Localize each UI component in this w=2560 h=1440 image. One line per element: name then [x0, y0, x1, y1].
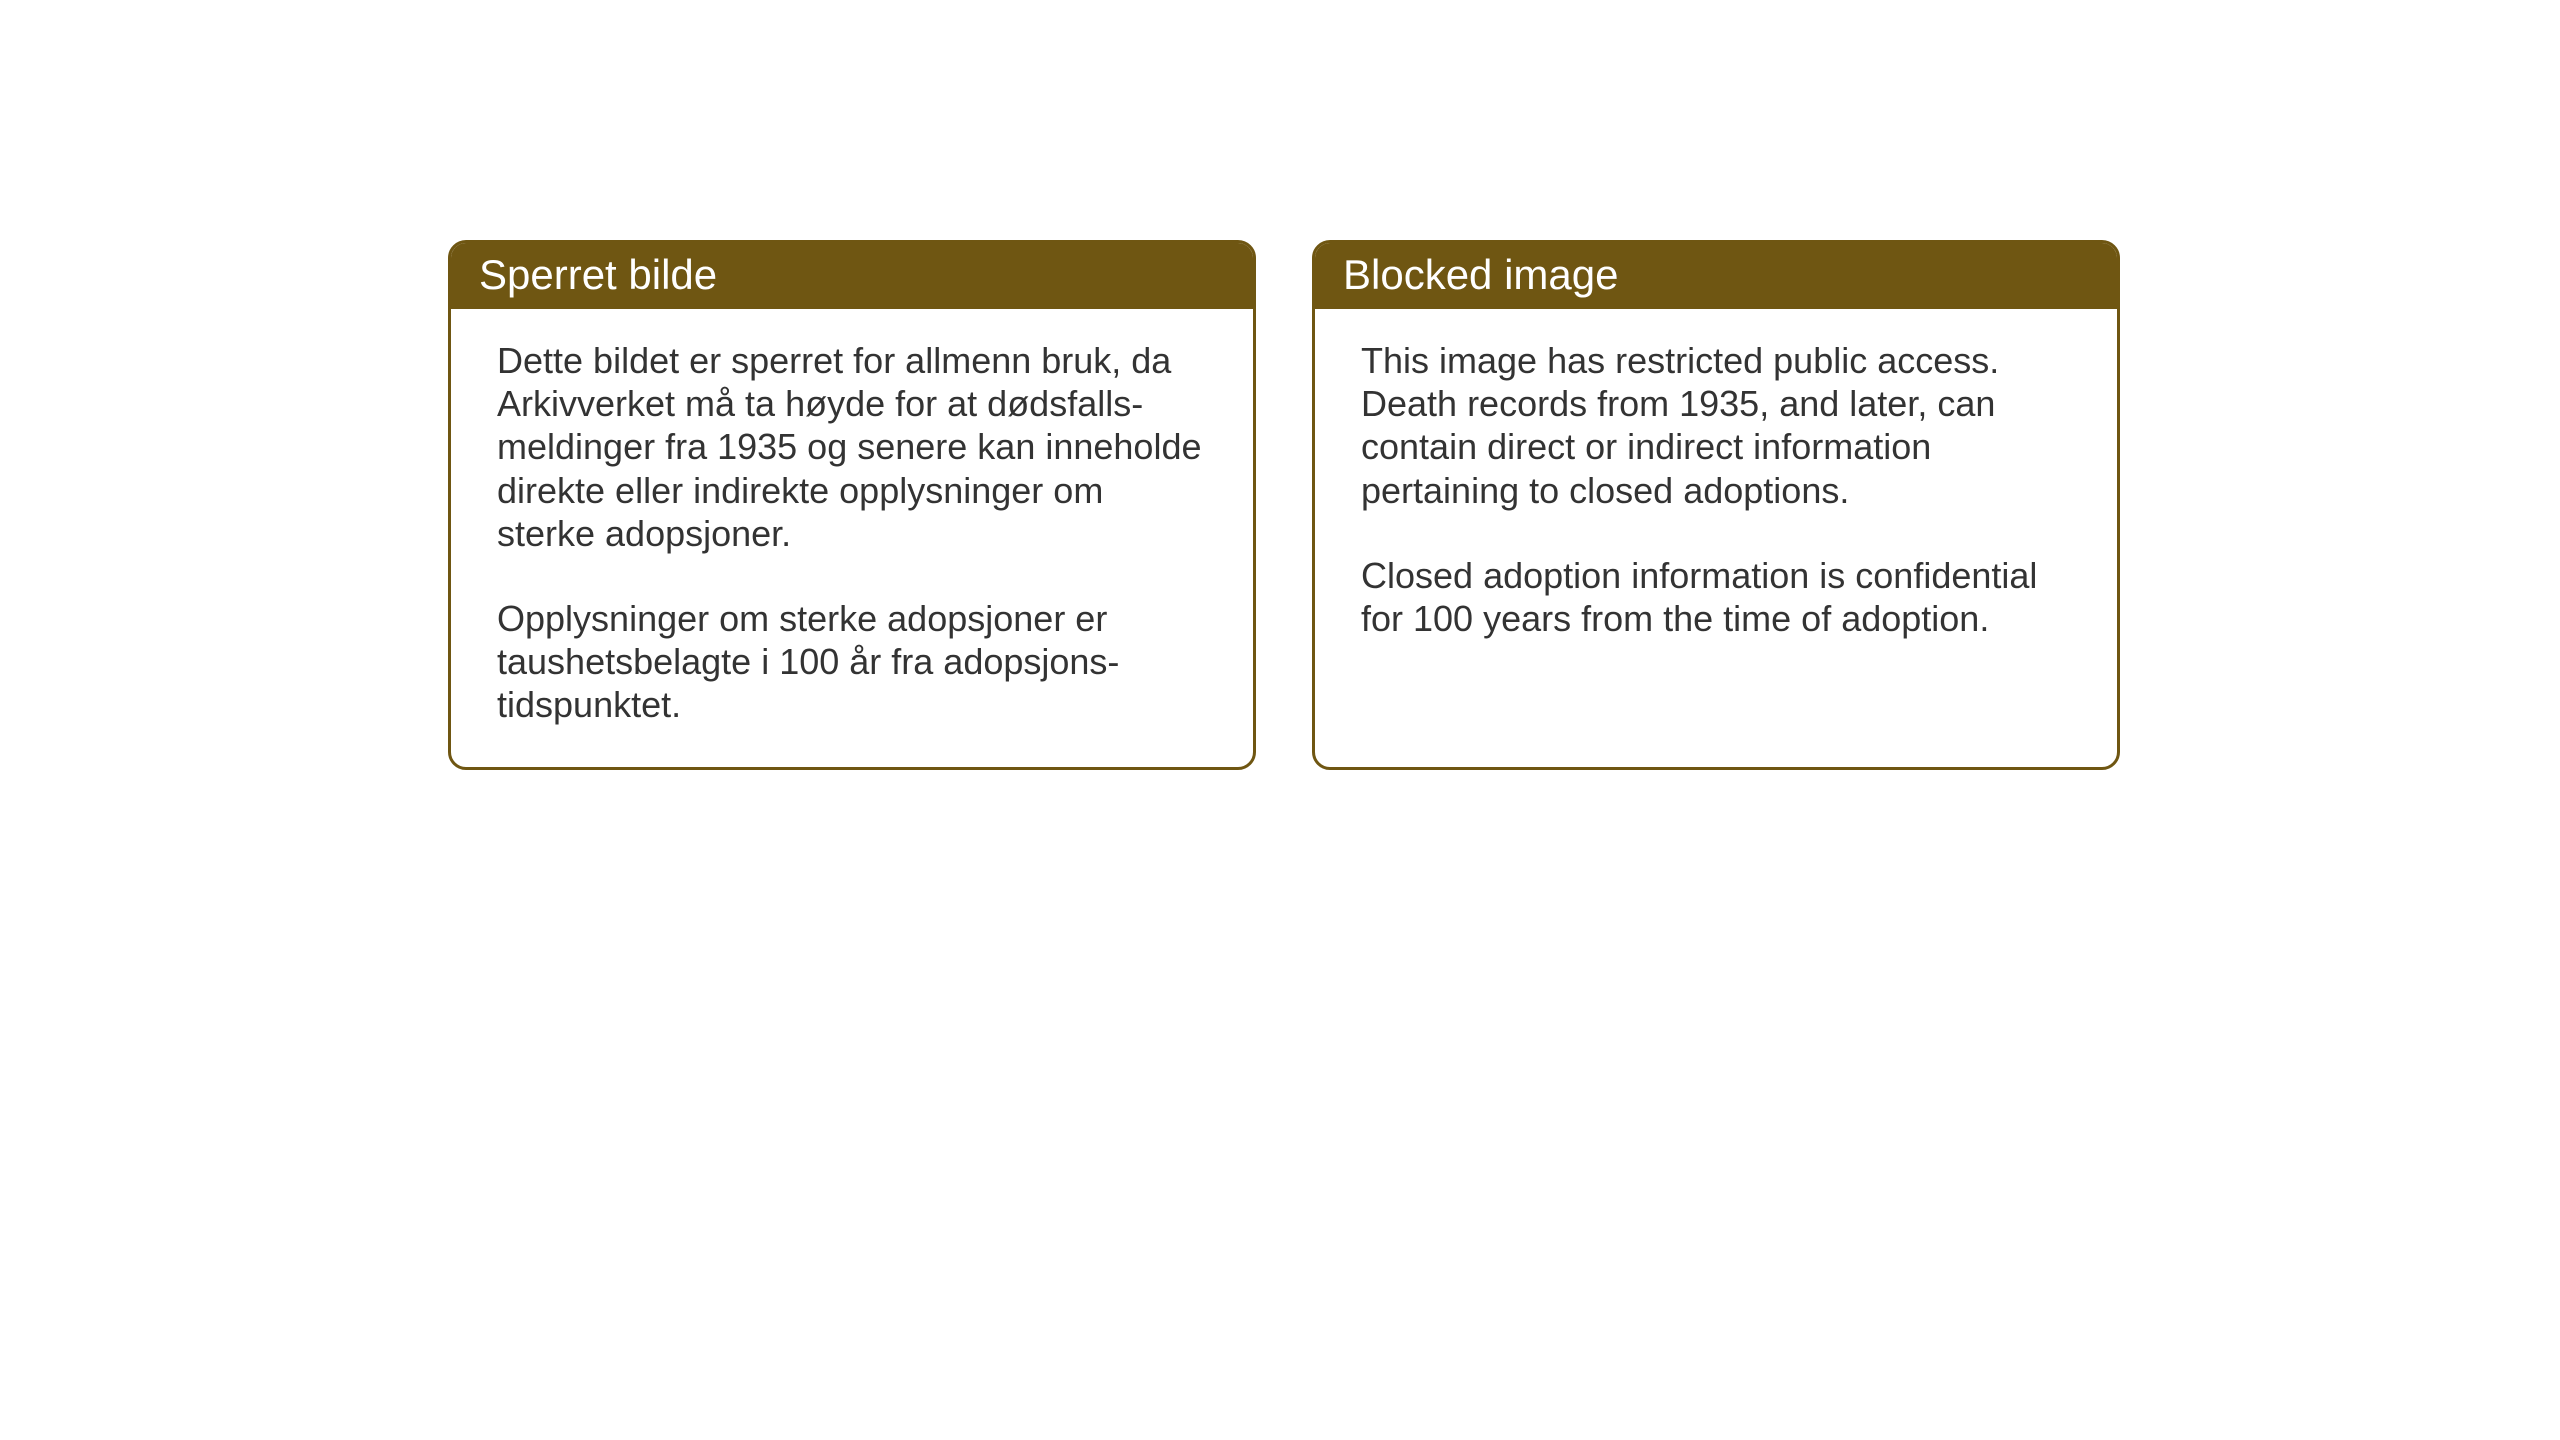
- card-paragraph-norwegian-1: Dette bildet er sperret for allmenn bruk…: [497, 339, 1207, 555]
- card-paragraph-english-2: Closed adoption information is confident…: [1361, 554, 2071, 640]
- card-title-norwegian: Sperret bilde: [479, 251, 717, 298]
- notice-card-norwegian: Sperret bilde Dette bildet er sperret fo…: [448, 240, 1256, 770]
- card-paragraph-norwegian-2: Opplysninger om sterke adopsjoner er tau…: [497, 597, 1207, 727]
- card-title-english: Blocked image: [1343, 251, 1618, 298]
- card-body-english: This image has restricted public access.…: [1315, 309, 2117, 749]
- notice-card-english: Blocked image This image has restricted …: [1312, 240, 2120, 770]
- card-header-norwegian: Sperret bilde: [451, 243, 1253, 309]
- card-header-english: Blocked image: [1315, 243, 2117, 309]
- card-paragraph-english-1: This image has restricted public access.…: [1361, 339, 2071, 512]
- card-body-norwegian: Dette bildet er sperret for allmenn bruk…: [451, 309, 1253, 767]
- notice-container: Sperret bilde Dette bildet er sperret fo…: [448, 240, 2120, 770]
